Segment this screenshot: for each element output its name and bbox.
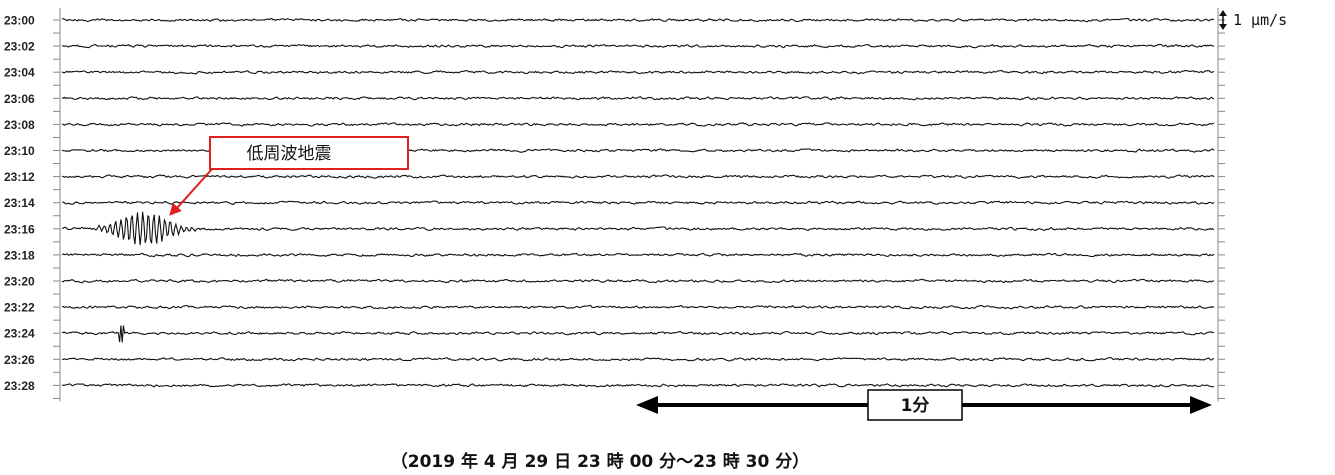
arrow-left-icon: [636, 396, 658, 414]
duration-bar: 1分: [636, 389, 1212, 421]
trace-line: [61, 325, 1215, 343]
trace-line: [61, 96, 1215, 101]
row-time-label: 23:24: [4, 327, 35, 341]
row-time-label: 23:26: [4, 353, 35, 367]
trace-line: [61, 43, 1215, 49]
trace-line: [61, 122, 1215, 127]
trace-line: [61, 252, 1215, 258]
arrow-up-icon: [1219, 10, 1227, 16]
row-time-label: 23:22: [4, 301, 35, 315]
trace-line: [61, 200, 1215, 205]
row-time-label: 23:10: [4, 144, 35, 158]
row-time-label: 23:06: [4, 92, 35, 106]
figure-caption: （2019 年 4 月 29 日 23 時 00 分〜23 時 30 分）: [391, 451, 809, 472]
annotation-label: 低周波地震: [247, 144, 332, 164]
row-time-label: 23:18: [4, 248, 35, 262]
row-time-label: 23:04: [4, 66, 35, 80]
annotation-arrow-line: [176, 168, 213, 209]
duration-label: 1分: [901, 396, 930, 416]
plot-frame: [59, 8, 1219, 402]
tick-label-group: 23:00 23:02 23:04 23:06 23:08 23:10 23:12 23:14…: [4, 14, 35, 393]
row-time-label: 23:02: [4, 40, 35, 54]
trace-line: [62, 304, 1215, 310]
tick-group: [53, 19, 1225, 399]
annotation-callout: 低周波地震: [169, 136, 409, 216]
row-time-label: 23:20: [4, 275, 35, 289]
annotation-arrowhead-icon: [169, 202, 182, 216]
annotation-box: [209, 136, 409, 170]
row-time-label: 23:14: [4, 196, 35, 210]
trace-line: [61, 17, 1215, 23]
trace-line: [61, 69, 1215, 75]
trace-line: [61, 211, 1215, 246]
duration-label-box: [867, 389, 963, 421]
row-time-label: 23:28: [4, 379, 35, 393]
scale-label: 1 μm/s: [1233, 11, 1287, 29]
trace-group: [61, 17, 1215, 388]
amplitude-scale-bar: 1 μm/s: [1219, 10, 1287, 30]
row-time-label: 23:12: [4, 170, 35, 184]
row-time-label: 23:00: [4, 14, 35, 28]
row-time-label: 23:16: [4, 222, 35, 236]
trace-line: [61, 174, 1215, 179]
trace-line: [61, 278, 1215, 284]
arrow-down-icon: [1219, 24, 1227, 30]
arrow-right-icon: [1190, 396, 1212, 414]
trace-line: [61, 357, 1215, 362]
trace-line: [61, 383, 1215, 388]
row-time-label: 23:08: [4, 118, 35, 132]
